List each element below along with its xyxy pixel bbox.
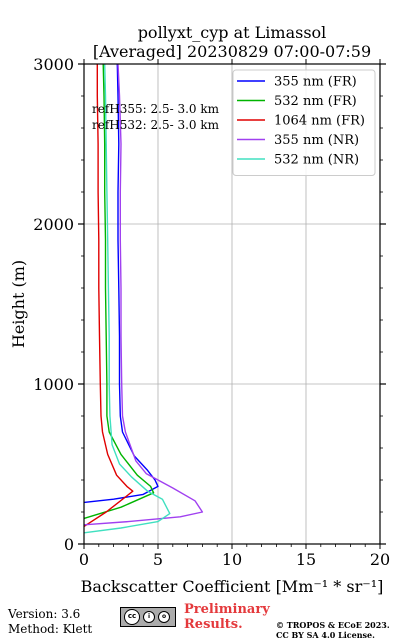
cc-license-badge: cc i o (120, 607, 176, 627)
legend-label-4: 532 nm (NR) (274, 153, 359, 168)
x-tick-label: 10 (222, 550, 242, 569)
ref-height-532: refH532: 2.5- 3.0 km (92, 118, 220, 132)
legend-label-3: 355 nm (NR) (274, 133, 359, 148)
legend-label-0: 355 nm (FR) (274, 75, 357, 90)
y-tick-label: 1000 (33, 375, 74, 394)
chart-title-line1: pollyxt_cyp at Limassol (138, 23, 327, 42)
y-tick-label: 3000 (33, 55, 74, 74)
series-line-1 (83, 63, 155, 520)
copyright-line1: © TROPOS & ECoE 2023. (276, 620, 390, 630)
axis-ticks: 0 5 10 15 20 0 1000 2000 3000 (33, 55, 390, 569)
legend-box (232, 69, 376, 176)
y-tick-label: 2000 (33, 215, 74, 234)
x-tick-label: 15 (296, 550, 316, 569)
x-tick-label: 20 (370, 550, 390, 569)
backscatter-chart: pollyxt_cyp at Limassol [Averaged] 20230… (9, 23, 390, 596)
x-axis-label: Backscatter Coefficient [Mm⁻¹ * sr⁻¹] (81, 577, 384, 596)
method-text: Method: Klett (8, 622, 93, 636)
plot-frame (83, 63, 381, 545)
legend-label-2: 1064 nm (FR) (274, 114, 365, 129)
x-tick-label: 0 (79, 550, 89, 569)
by-icon: i (143, 611, 155, 623)
cc-icon: cc (124, 609, 140, 625)
y-tick-label: 0 (64, 535, 74, 554)
chart-title-line2: [Averaged] 20230829 07:00-07:59 (93, 42, 371, 61)
ref-height-355: refH355: 2.5- 3.0 km (92, 102, 220, 116)
legend-label-1: 532 nm (FR) (274, 94, 357, 109)
x-tick-label: 5 (153, 550, 163, 569)
series-line-2 (83, 64, 134, 527)
copyright-notice: © TROPOS & ECoE 2023. CC BY SA 4.0 Licen… (276, 620, 390, 640)
preliminary-line2: Results. (184, 617, 243, 632)
y-axis-label: Height (m) (9, 260, 28, 348)
sa-icon: o (158, 611, 170, 623)
series-layer (83, 63, 204, 534)
version-text: Version: 3.6 (8, 607, 81, 621)
copyright-line2: CC BY SA 4.0 License. (276, 630, 375, 640)
series-line-0 (83, 63, 159, 504)
preliminary-line1: Preliminary (184, 602, 270, 617)
preliminary-results-text: Preliminary Results. (184, 602, 270, 632)
legend: 355 nm (FR) 532 nm (FR) 1064 nm (FR) 355 nm… (232, 69, 376, 176)
series-line-4 (83, 63, 171, 534)
series-line-3 (83, 63, 204, 526)
